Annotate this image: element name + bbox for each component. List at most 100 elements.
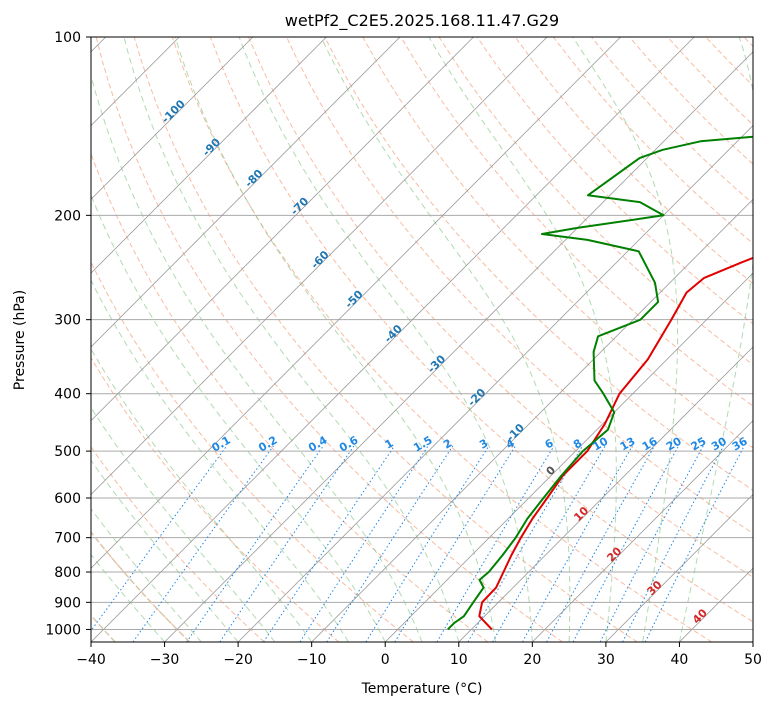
isotherm-gridline (91, 37, 254, 200)
isotherm-label: 10 (571, 504, 591, 524)
isotherm-label: -30 (425, 352, 448, 375)
x-tick-label: −20 (223, 652, 253, 668)
mixing-ratio-label: 6 (543, 436, 556, 451)
moist-adiabat (428, 37, 617, 642)
isotherm-gridline (679, 567, 753, 642)
x-tick-label: 40 (671, 652, 689, 668)
mixing-ratio-label: 2 (441, 437, 454, 452)
y-tick-label: 100 (54, 30, 81, 46)
moist-adiabat (678, 37, 753, 642)
mixing-ratio-line (546, 445, 655, 642)
dry-adiabat (209, 37, 753, 623)
moist-adiabat (91, 459, 239, 642)
dry-adiabat (91, 152, 489, 642)
dry-adiabat (91, 531, 191, 642)
y-tick-label: 200 (54, 208, 81, 224)
y-tick-label: 900 (54, 595, 81, 611)
mixing-ratio-line (522, 445, 633, 642)
x-tick-label: −40 (76, 652, 106, 668)
y-tick-label: 1000 (45, 622, 81, 638)
isotherm-gridline (384, 272, 753, 642)
y-tick-label: 600 (54, 491, 81, 507)
dry-adiabat (133, 37, 638, 642)
isotherm-gridline (91, 37, 548, 496)
moist-adiabat (238, 37, 533, 642)
moist-adiabat (91, 73, 423, 642)
isotherm-label: -60 (308, 248, 331, 271)
dry-adiabat (286, 37, 753, 535)
mixing-ratio-label: 1 (383, 437, 396, 452)
mixing-ratio-line (263, 445, 395, 642)
moist-adiabat (91, 554, 165, 642)
dewpoint-profile-line (447, 135, 753, 631)
isotherm-label: 30 (645, 578, 665, 598)
mixing-ratio-line (91, 445, 228, 632)
background-lines (91, 37, 753, 642)
chart-title: wetPf2_C2E5.2025.168.11.47.G29 (285, 11, 559, 31)
dry-adiabat (171, 37, 713, 642)
label-layer: 0.1 0.2 0.4 0.6 1 1.5 2 3 4 6 8 10 13 16 20 25 30 36-100-… (159, 97, 750, 626)
isotherm-gridline (91, 37, 474, 422)
x-tick-label: 50 (744, 652, 762, 668)
isotherm-gridline (458, 346, 753, 642)
dry-adiabat (95, 37, 563, 642)
dry-adiabat (324, 37, 753, 491)
isotherm-gridline (311, 198, 753, 642)
isotherm-label: 20 (604, 544, 624, 564)
isotherm-label: 40 (690, 606, 710, 626)
x-axis: −40 −30 −20 −10 0 10 20 30 40 50 (76, 642, 762, 668)
y-tick-label: 800 (54, 565, 81, 581)
mixing-ratio-line (599, 445, 704, 642)
isotherm-gridline (91, 37, 401, 348)
isotherm-label: -90 (200, 135, 223, 158)
y-tick-label: 400 (54, 387, 81, 403)
y-axis: 100 200 300 400 500 600 700 800 900 1000 (45, 30, 91, 638)
isotherm-gridline (91, 37, 327, 274)
x-tick-label: 10 (450, 652, 468, 668)
series-layer (447, 135, 753, 631)
dry-adiabat (91, 446, 265, 642)
moist-adiabat (91, 279, 349, 642)
isotherm-label: -70 (288, 194, 311, 217)
y-tick-label: 300 (54, 313, 81, 329)
dry-adiabat (705, 37, 753, 87)
dry-adiabat (667, 37, 753, 126)
mixing-ratio-line (132, 445, 274, 642)
isotherm-gridline (91, 37, 621, 569)
mixing-ratio-line (644, 445, 745, 642)
mixing-ratio-line (365, 445, 490, 642)
x-tick-label: −10 (297, 652, 327, 668)
dry-adiabat (91, 531, 191, 642)
dry-adiabat (743, 37, 753, 47)
moist-adiabat (320, 37, 571, 642)
x-tick-label: 20 (523, 652, 541, 668)
isotherm-label: -20 (465, 386, 488, 409)
x-tick-label: 0 (381, 652, 390, 668)
moist-adiabat (91, 508, 202, 642)
mixing-ratio-line (436, 445, 555, 642)
isotherm-gridline (532, 420, 753, 642)
x-tick-label: −30 (150, 652, 180, 668)
mixing-ratio-line (299, 445, 429, 642)
mixing-ratio-line (219, 445, 355, 642)
mixing-ratio-line (186, 445, 324, 642)
moist-adiabat (123, 37, 460, 642)
dry-adiabat (514, 37, 753, 285)
moist-adiabat (174, 37, 497, 642)
mixing-ratio-line (572, 445, 680, 642)
x-tick-label: 30 (597, 652, 615, 668)
moist-adiabat (572, 37, 679, 642)
dry-adiabat (438, 37, 753, 366)
mixing-ratio-line (622, 445, 725, 642)
isotherm-gridline (164, 51, 753, 642)
x-axis-label: Temperature (°C) (361, 681, 483, 697)
dry-adiabat (91, 260, 414, 642)
isotherm-label: -80 (242, 167, 265, 190)
moist-adiabat (91, 347, 313, 642)
mixing-ratio-line (326, 445, 454, 642)
isotherm-gridline (752, 641, 753, 642)
y-axis-label: Pressure (hPa) (12, 290, 28, 390)
dry-adiabat (91, 356, 340, 642)
temperature-profile-line (478, 256, 753, 631)
